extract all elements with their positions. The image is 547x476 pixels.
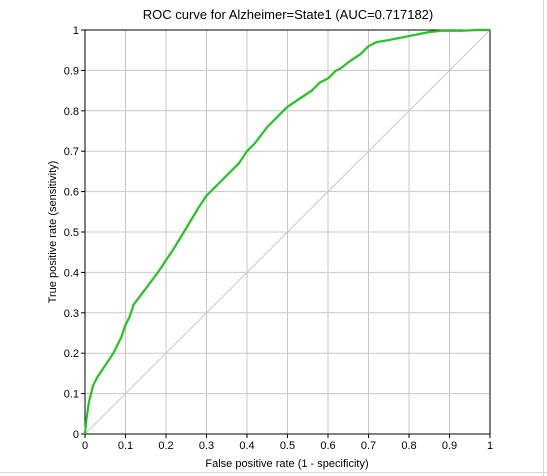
x-tick-label: 0.8 [401, 440, 416, 452]
ticks: 0 0.1 0.2 0.3 0.4 0.5 0.6 0.7 0.8 0.9 1 0 0.1 0.2 0.3 0… [64, 25, 493, 452]
y-tick-label: 0.8 [64, 106, 79, 118]
x-tick-label: 0.6 [320, 440, 335, 452]
y-axis-label: True positive rate (sensitivity) [47, 161, 59, 304]
x-tick-label: 1 [487, 440, 493, 452]
y-tick-label: 0.3 [64, 308, 79, 320]
y-tick-label: 0.2 [64, 348, 79, 360]
chart-title: ROC curve for Alzheimer=State1 (AUC=0.71… [143, 7, 433, 22]
y-tick-label: 0.5 [64, 227, 79, 239]
y-tick-label: 0.7 [64, 146, 79, 158]
roc-curve-line [83, 28, 490, 435]
y-tick-label: 1 [73, 25, 79, 37]
x-tick-label: 0.4 [239, 440, 254, 452]
bottom-border [0, 472, 547, 473]
y-tick-label: 0 [73, 429, 79, 441]
y-tick-label: 0.6 [64, 187, 79, 199]
x-tick-label: 0.1 [118, 440, 133, 452]
y-tick-label: 0.9 [64, 65, 79, 77]
x-axis-label: False positive rate (1 - specificity) [205, 458, 368, 470]
y-tick-label: 0.4 [64, 267, 79, 279]
x-tick-label: 0.5 [280, 440, 295, 452]
x-tick-label: 0.7 [361, 440, 376, 452]
x-tick-label: 0.9 [442, 440, 457, 452]
x-tick-label: 0.2 [158, 440, 173, 452]
diagonal-reference-line [84, 29, 491, 435]
x-tick-label: 0.3 [199, 440, 214, 452]
right-border [543, 0, 544, 476]
y-tick-label: 0.1 [64, 389, 79, 401]
x-tick-label: 0 [82, 440, 88, 452]
